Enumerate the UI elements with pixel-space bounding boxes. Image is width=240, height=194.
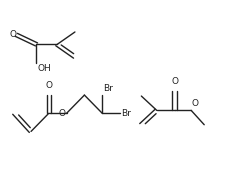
Text: O: O [192, 100, 199, 108]
Text: O: O [171, 77, 178, 87]
Text: Br: Br [121, 109, 131, 118]
Text: OH: OH [38, 64, 51, 74]
Text: O: O [9, 30, 16, 39]
Text: Br: Br [103, 84, 113, 93]
Text: O: O [45, 81, 52, 90]
Text: O: O [58, 109, 66, 118]
